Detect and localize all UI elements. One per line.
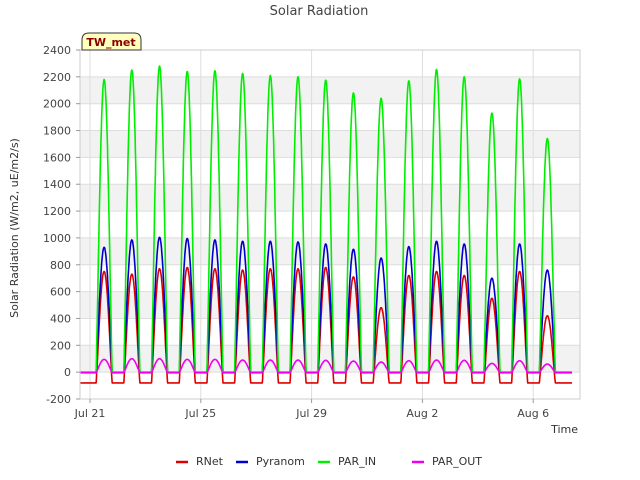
- x-axis: Jul 21 Jul 25 Jul 29 Aug 2 Aug 6: [74, 399, 549, 420]
- x-tick-label: Aug 2: [406, 407, 438, 420]
- legend-label-par-out: PAR_OUT: [432, 455, 482, 468]
- series-line-rnet: [79, 266, 573, 384]
- y-axis-title: Solar Radiation (W/m2, uE/m2/s): [8, 138, 21, 318]
- x-tick-label: Aug 6: [517, 407, 549, 420]
- site-badge: TW_met: [81, 32, 142, 51]
- y-tick-label: 800: [50, 259, 71, 272]
- x-tick-label: Jul 25: [184, 407, 216, 420]
- series-line-par-in: [79, 65, 573, 374]
- x-tick-label: Jul 21: [74, 407, 106, 420]
- site-badge-label: TW_met: [86, 36, 135, 49]
- y-tick-label: 1200: [43, 205, 71, 218]
- y-tick-label: 1600: [43, 151, 71, 164]
- series-layer: [79, 65, 573, 384]
- grid-band: [80, 345, 580, 373]
- y-tick-label: 1400: [43, 178, 71, 191]
- grid-band: [80, 237, 580, 265]
- y-tick-label: -200: [46, 393, 71, 406]
- y-tick-label: 2400: [43, 44, 71, 57]
- y-tick-label: 1000: [43, 232, 71, 245]
- y-tick-label: 400: [50, 312, 71, 325]
- y-tick-label: 2200: [43, 71, 71, 84]
- x-tick-label: Jul 29: [295, 407, 327, 420]
- y-tick-label: 0: [64, 366, 71, 379]
- series-line-par-out: [79, 357, 573, 374]
- y-axis: -200 0 200 400 600 800 1000 1200 1400 1600 1800 200…: [43, 44, 80, 406]
- legend-label-pyranom: Pyranom: [256, 455, 305, 468]
- chart-title: Solar Radiation: [270, 4, 369, 19]
- y-tick-label: 200: [50, 339, 71, 352]
- x-axis-title: Time: [550, 423, 578, 436]
- y-tick-label: 2000: [43, 98, 71, 111]
- plot-area: [79, 49, 581, 400]
- plot-frame: [79, 49, 581, 400]
- legend-label-rnet: RNet: [196, 455, 224, 468]
- y-tick-label: 1800: [43, 125, 71, 138]
- series-line-pyranom: [79, 236, 573, 374]
- grid-band: [80, 76, 580, 104]
- y-tick-label: 600: [50, 286, 71, 299]
- legend-label-par-in: PAR_IN: [338, 455, 376, 468]
- legend: RNet Pyranom PAR_IN PAR_OUT: [176, 455, 482, 468]
